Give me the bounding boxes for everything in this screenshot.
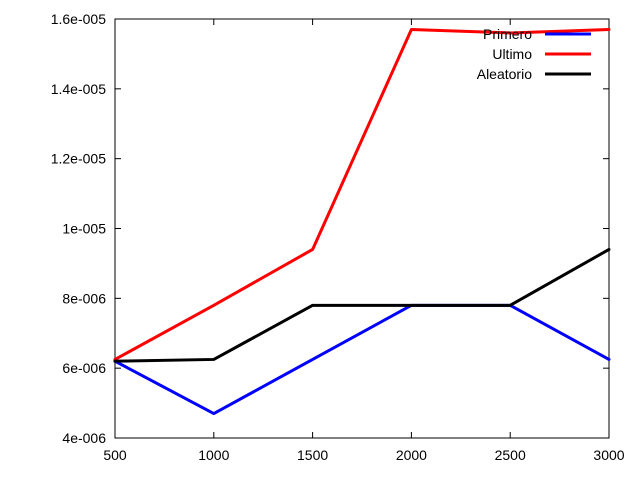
x-axis: 500 1000 1500 2000 2500 3000 xyxy=(103,19,625,463)
series-line-aleatorio xyxy=(113,247,611,363)
y-tick-label: 1.2e-005 xyxy=(51,151,106,167)
x-tick-label: 3000 xyxy=(593,447,624,463)
y-tick-label: 6e-006 xyxy=(62,360,106,376)
y-tick-label: 1.4e-005 xyxy=(51,81,106,97)
legend: Primero Ultimo Aleatorio xyxy=(477,26,591,82)
y-tick-label: 1.6e-005 xyxy=(51,11,106,27)
legend-label: Aleatorio xyxy=(477,66,532,82)
plot-frame xyxy=(114,18,610,439)
y-axis: 4e-006 6e-006 8e-006 1e-005 1.2e-005 1.4e-005… xyxy=(51,11,609,446)
legend-label: Ultimo xyxy=(492,46,532,62)
series-group xyxy=(113,27,611,416)
y-tick-label: 8e-006 xyxy=(62,290,106,306)
x-tick-label: 500 xyxy=(103,447,127,463)
x-tick-label: 1500 xyxy=(297,447,328,463)
series-line-primero xyxy=(113,303,611,416)
x-tick-label: 2500 xyxy=(495,447,526,463)
legend-label: Primero xyxy=(483,26,532,42)
y-tick-label: 1e-005 xyxy=(62,221,106,237)
series-line-ultimo xyxy=(113,27,611,361)
x-tick-label: 2000 xyxy=(396,447,427,463)
y-tick-label: 4e-006 xyxy=(62,430,106,446)
x-tick-label: 1000 xyxy=(198,447,229,463)
